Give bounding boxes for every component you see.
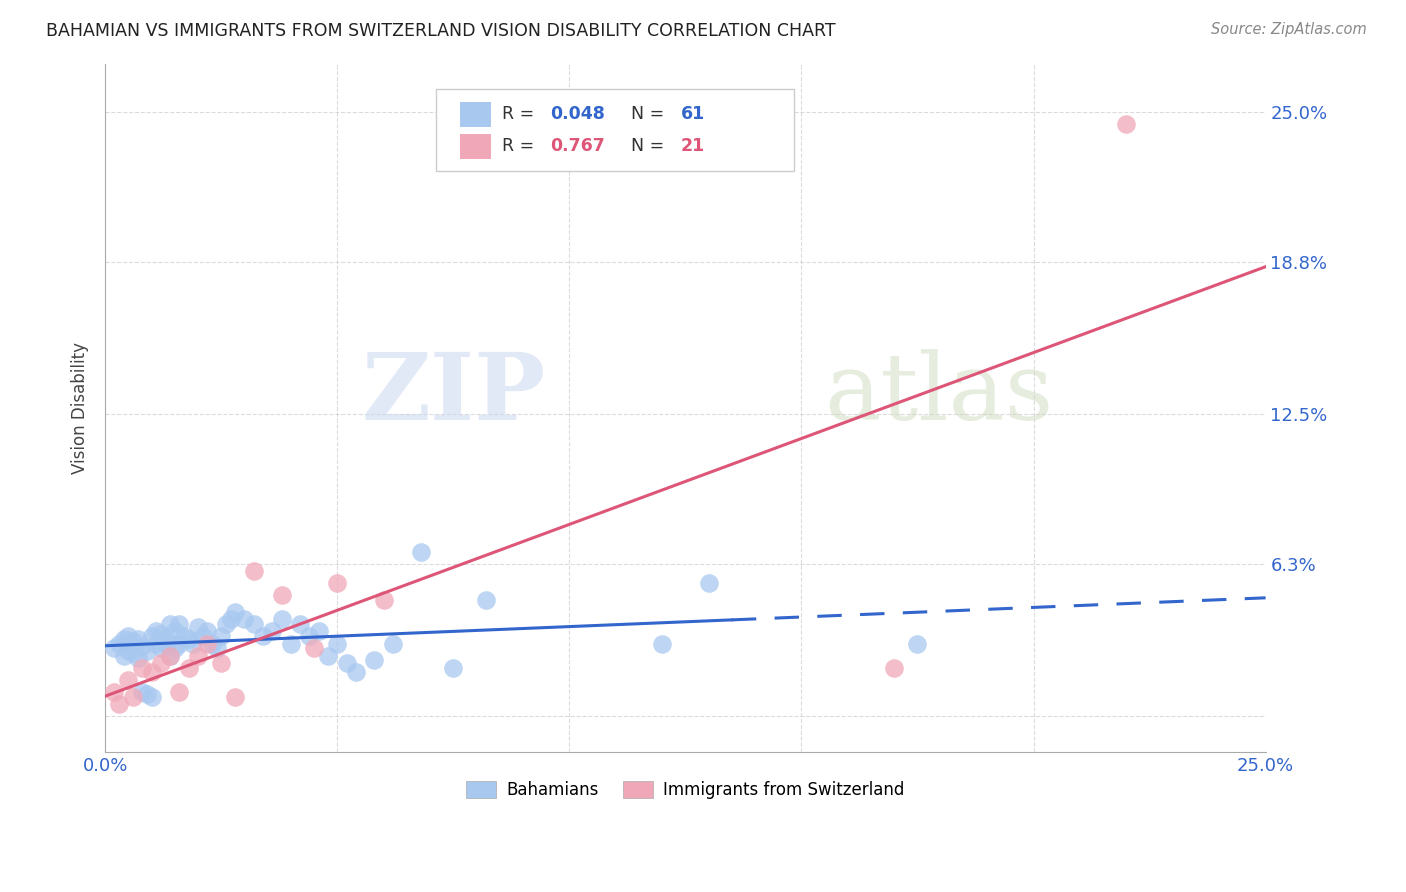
Point [122,646,145,660]
Point [316,648,339,663]
Point [117,673,139,687]
Point [112,648,135,663]
Point [209,629,232,643]
Point [117,629,139,643]
Point [159,648,181,663]
Point [195,624,218,639]
Point [441,660,464,674]
Point [298,629,321,643]
Point [163,624,186,639]
Text: N =: N = [620,105,669,123]
Point [131,660,153,674]
Point [475,593,498,607]
Point [270,612,292,626]
Point [697,576,720,591]
Point [141,690,163,704]
Text: 21: 21 [681,137,704,155]
Point [141,665,163,680]
Point [201,636,224,650]
Point [149,656,172,670]
Point [103,685,125,699]
Point [103,641,125,656]
Point [270,588,292,602]
Point [183,636,205,650]
Point [344,665,367,680]
Point [280,636,302,650]
Point [195,636,218,650]
Point [187,648,209,663]
Point [215,617,238,632]
Text: 61: 61 [681,105,704,123]
Point [209,656,232,670]
Point [131,685,153,699]
Point [224,605,246,619]
Point [122,634,145,648]
Point [219,612,242,626]
Text: Source: ZipAtlas.com: Source: ZipAtlas.com [1211,22,1367,37]
Point [173,629,195,643]
Point [122,690,145,704]
Point [145,624,167,639]
Point [326,576,349,591]
Point [108,636,131,650]
Text: 0.767: 0.767 [550,137,605,155]
Point [117,644,139,658]
Point [242,617,264,632]
Point [382,636,405,650]
Text: N =: N = [620,137,669,155]
Y-axis label: Vision Disability: Vision Disability [72,343,89,475]
Point [131,639,153,653]
Point [302,641,325,656]
Point [108,697,131,711]
Point [335,656,357,670]
Point [326,636,349,650]
Point [112,632,135,646]
Point [205,641,228,656]
Point [145,636,167,650]
Point [155,632,177,646]
Point [191,629,214,643]
Point [149,627,172,641]
Text: 0.048: 0.048 [550,105,605,123]
Point [373,593,395,607]
Point [155,636,177,650]
Point [233,612,256,626]
Point [187,619,209,633]
Point [409,545,432,559]
Point [907,636,929,650]
Text: ZIP: ZIP [361,350,546,440]
Point [159,617,181,632]
Point [883,660,905,674]
Point [177,632,200,646]
Point [252,629,274,643]
Point [308,624,330,639]
Text: BAHAMIAN VS IMMIGRANTS FROM SWITZERLAND VISION DISABILITY CORRELATION CHART: BAHAMIAN VS IMMIGRANTS FROM SWITZERLAND … [46,22,837,40]
Point [141,629,163,643]
Point [159,648,181,663]
Point [136,644,159,658]
Point [177,660,200,674]
Text: R =: R = [502,105,540,123]
Point [242,564,264,578]
Point [136,687,159,701]
Text: R =: R = [502,137,540,155]
Point [127,651,149,665]
Point [1115,117,1137,131]
Legend: Bahamians, Immigrants from Switzerland: Bahamians, Immigrants from Switzerland [460,774,911,805]
Point [651,636,673,650]
Point [363,653,385,667]
Point [169,617,191,632]
Point [127,632,149,646]
Point [149,641,172,656]
Text: atlas: atlas [825,350,1054,440]
Point [163,641,186,656]
Point [169,685,191,699]
Point [224,690,246,704]
Point [262,624,284,639]
Point [169,636,191,650]
Point [288,617,311,632]
